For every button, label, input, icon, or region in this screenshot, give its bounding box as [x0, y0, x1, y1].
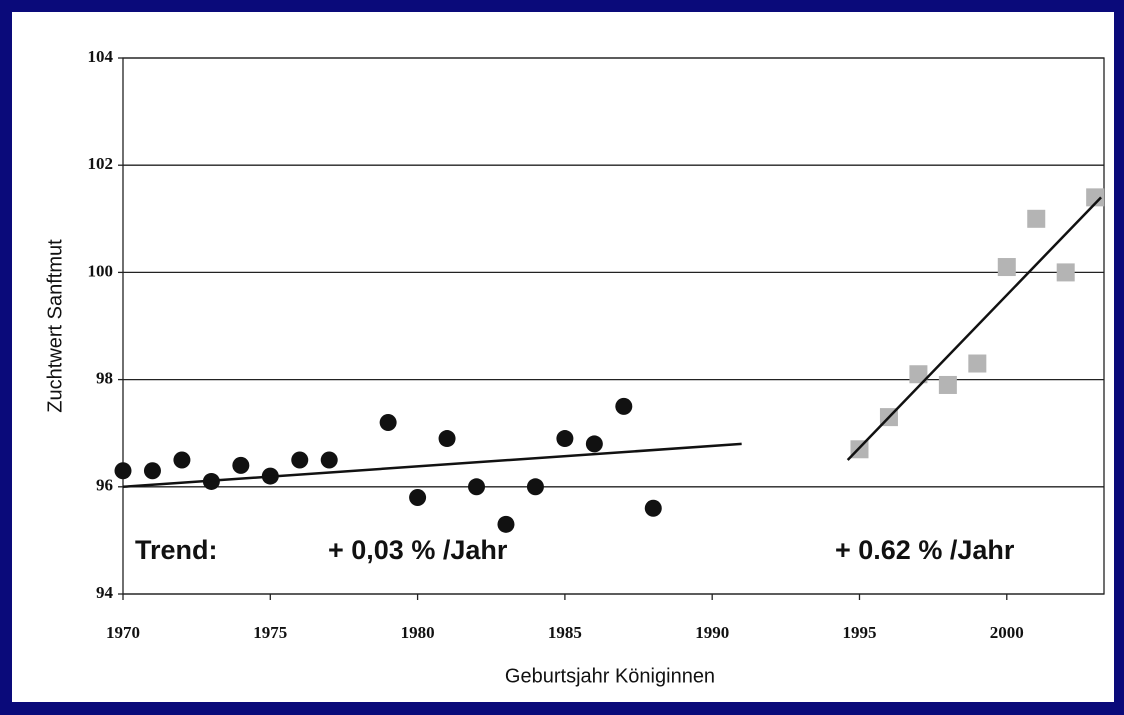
y-tick-label: 98	[96, 369, 113, 388]
point	[644, 499, 662, 517]
point	[143, 462, 161, 480]
trend-line	[122, 442, 742, 489]
point	[968, 354, 987, 373]
annotation: + 0.62 % /Jahr	[835, 535, 1015, 565]
plot-frame	[122, 57, 1105, 595]
point	[526, 478, 544, 496]
point	[938, 375, 957, 394]
point	[615, 397, 633, 415]
chart-background	[12, 12, 1114, 702]
y-axis-label: Zuchtwert Sanftmut	[44, 239, 66, 413]
y-tick-label: 96	[96, 476, 113, 495]
point	[232, 456, 250, 474]
x-tick-label: 1985	[548, 623, 582, 642]
point	[585, 435, 603, 453]
point	[1056, 263, 1075, 282]
x-tick-label: 1995	[842, 623, 876, 642]
x-tick-label: 2000	[990, 623, 1024, 642]
y-tick-label: 100	[88, 261, 114, 280]
y-tick-label: 102	[88, 154, 114, 173]
point	[909, 365, 928, 384]
point	[997, 258, 1016, 277]
x-tick-label: 1990	[695, 623, 729, 642]
point	[409, 489, 427, 507]
point	[291, 451, 309, 469]
point	[173, 451, 191, 469]
point	[1027, 209, 1046, 228]
x-tick-label: 1975	[253, 623, 287, 642]
x-axis-label: Geburtsjahr Königinnen	[505, 665, 715, 687]
x-tick-label: 1980	[401, 623, 435, 642]
x-tick-label: 1970	[106, 623, 140, 642]
y-tick-label: 104	[88, 47, 114, 66]
trend-line	[846, 196, 1102, 461]
point	[114, 462, 132, 480]
point	[1086, 188, 1105, 207]
point	[468, 478, 486, 496]
point	[379, 413, 397, 431]
point	[497, 515, 515, 533]
point	[320, 451, 338, 469]
y-tick-label: 94	[96, 583, 114, 602]
annotation: Trend:	[135, 535, 218, 565]
point	[556, 430, 574, 448]
point	[438, 430, 456, 448]
annotation: + 0,03 % /Jahr	[328, 535, 508, 565]
